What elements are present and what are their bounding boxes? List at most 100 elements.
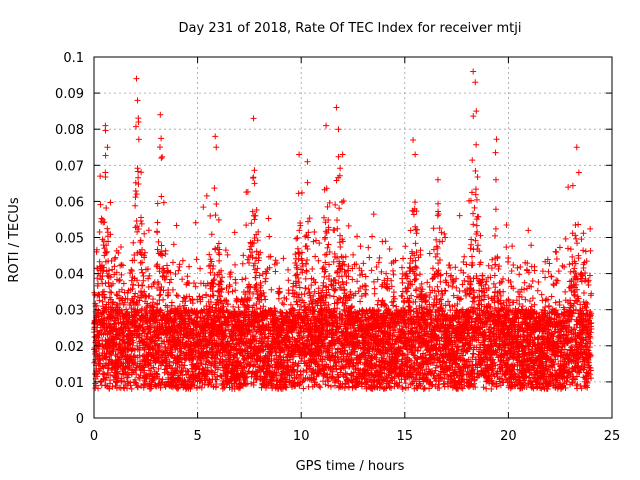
data-point [369, 233, 376, 240]
data-point [370, 211, 377, 218]
data-point [137, 372, 144, 379]
data-point [206, 251, 213, 258]
data-point [302, 285, 309, 292]
data-point [112, 254, 119, 261]
data-point [366, 254, 373, 261]
data-point [207, 212, 214, 219]
data-point [200, 204, 207, 211]
data-point [275, 295, 282, 302]
data-point [169, 286, 176, 293]
data-point [126, 363, 133, 370]
data-point [210, 292, 217, 299]
data-point [134, 384, 141, 391]
data-point [119, 262, 126, 269]
data-point [244, 188, 251, 195]
data-point [118, 286, 125, 293]
data-point [170, 241, 177, 248]
data-point [363, 286, 370, 293]
data-point [111, 318, 118, 325]
data-point [144, 265, 151, 272]
data-point [322, 251, 329, 258]
data-point [137, 316, 144, 323]
data-point [317, 384, 324, 391]
data-point [296, 306, 303, 313]
data-point [150, 364, 157, 371]
data-point [134, 277, 141, 284]
data-point [365, 244, 372, 251]
data-point [148, 324, 155, 331]
data-point [154, 371, 161, 378]
data-point [133, 380, 140, 387]
data-point [101, 219, 108, 226]
data-point [197, 265, 204, 272]
data-point [118, 307, 125, 314]
data-point [211, 185, 218, 192]
data-point [250, 174, 257, 181]
data-point [145, 227, 152, 234]
data-point [134, 294, 141, 301]
data-point [138, 251, 145, 258]
data-point [358, 293, 365, 300]
data-point [154, 200, 161, 207]
data-point [99, 298, 106, 305]
data-point [376, 254, 383, 261]
data-point [111, 263, 118, 270]
data-point [193, 256, 200, 263]
data-point [227, 273, 234, 280]
data-point [132, 179, 139, 186]
data-point [302, 233, 309, 240]
data-point [154, 219, 161, 226]
data-point [132, 379, 139, 386]
data-point [132, 327, 139, 334]
data-point [106, 385, 113, 392]
data-point [231, 229, 238, 236]
data-point [248, 220, 255, 227]
data-point [108, 289, 115, 296]
data-point [163, 262, 170, 269]
data-point [124, 308, 131, 315]
data-point [330, 293, 337, 300]
data-point [150, 376, 157, 383]
data-point [107, 274, 114, 281]
data-point [250, 240, 257, 247]
data-point [135, 136, 142, 143]
data-point [262, 296, 269, 303]
data-point [266, 233, 273, 240]
data-point [154, 229, 161, 236]
data-point [155, 238, 162, 245]
data-point [262, 278, 269, 285]
data-point [229, 288, 236, 295]
data-point [303, 243, 310, 250]
data-point [105, 279, 112, 286]
data-point [357, 243, 364, 250]
data-point [102, 354, 109, 361]
data-point [350, 251, 357, 258]
data-point [239, 276, 246, 283]
data-point [280, 255, 287, 262]
data-point [368, 267, 375, 274]
data-point [169, 259, 176, 266]
data-point [213, 200, 220, 207]
data-point [172, 270, 179, 277]
data-point [140, 384, 147, 391]
data-point [131, 257, 138, 264]
data-point [295, 279, 302, 286]
data-points [91, 68, 595, 393]
data-point [362, 290, 369, 297]
data-point [212, 212, 219, 219]
data-point [232, 287, 239, 294]
data-point [128, 266, 135, 273]
data-point [166, 279, 173, 286]
data-point [100, 219, 107, 226]
data-point [293, 235, 300, 242]
data-point [127, 382, 134, 389]
data-point [294, 235, 301, 242]
data-point [232, 261, 239, 268]
data-point [100, 370, 107, 377]
data-point [103, 350, 110, 357]
data-point [154, 300, 161, 307]
data-point [304, 179, 311, 186]
data-point [124, 385, 131, 392]
data-point [251, 216, 258, 223]
data-point [137, 237, 144, 244]
